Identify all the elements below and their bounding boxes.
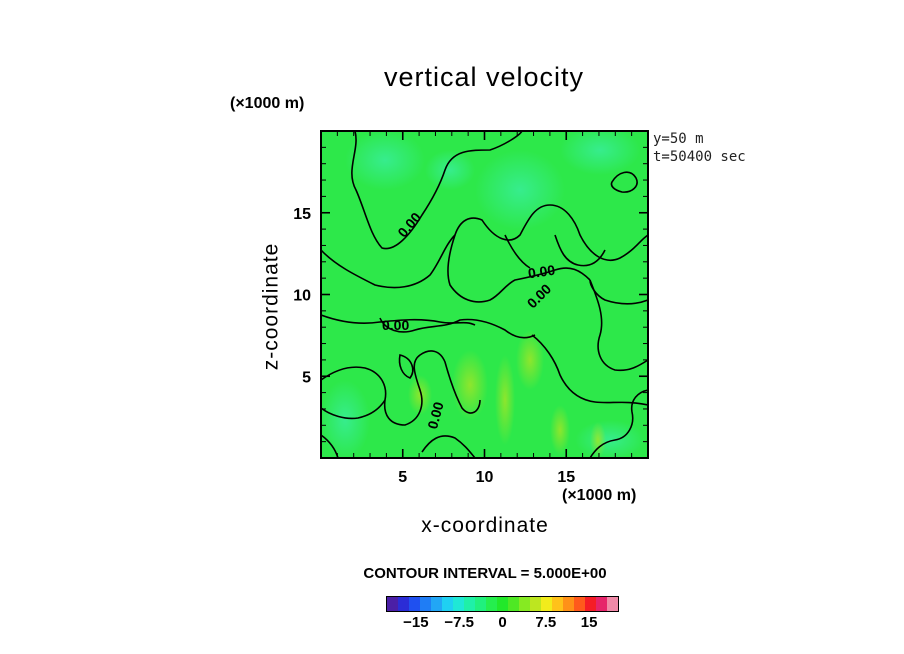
colorbar-tick-label: −15 (403, 614, 429, 631)
colorbar-ticks: −15 −7.5 0 7.5 15 (0, 614, 904, 634)
contour-lines (321, 131, 648, 458)
field-patch (475, 150, 565, 230)
colorbar-swatch (387, 597, 398, 611)
contour-line (610, 171, 638, 193)
contour-label: 0.00 (424, 400, 447, 431)
field-layer (321, 131, 648, 458)
field-patch (345, 131, 425, 190)
contour-line (351, 131, 523, 250)
colorbar-tick-label: 7.5 (535, 614, 557, 631)
colorbar-swatch (442, 597, 453, 611)
field-patch (560, 131, 640, 175)
annotation-t: t=50400 sec (653, 149, 746, 165)
contour-line (531, 334, 648, 406)
x-tick-label: 10 (476, 469, 494, 486)
contour-line (589, 389, 648, 458)
x-tick-label: 5 (398, 469, 407, 486)
colorbar-swatch (552, 597, 563, 611)
contour-line (447, 234, 591, 303)
z-axis-unit: (×1000 m) (230, 95, 305, 112)
colorbar-swatch (464, 597, 475, 611)
field-patch (516, 330, 544, 390)
colorbar (386, 596, 619, 612)
chart-title: vertical velocity (383, 62, 585, 92)
field-patch (452, 350, 488, 420)
colorbar-swatch (508, 597, 519, 611)
field-patch (321, 380, 370, 458)
colorbar-swatch (475, 597, 486, 611)
x-axis-unit: (×1000 m) (562, 487, 637, 504)
colorbar-swatch (409, 597, 420, 611)
colorbar-swatch (541, 597, 552, 611)
contour-line (321, 399, 386, 420)
field-patch (495, 355, 515, 445)
field-patch (425, 150, 475, 190)
axes: 5 10 15 5 10 15 (293, 130, 649, 486)
x-tick-label: 15 (557, 469, 575, 486)
contour-line (421, 435, 476, 458)
contour-line (321, 204, 648, 289)
contour-line (321, 350, 481, 426)
colorbar-swatch (530, 597, 541, 611)
contour-line (398, 354, 414, 379)
contour-label: 0.00 (527, 262, 556, 282)
colorbar-swatch (574, 597, 585, 611)
contour-line (554, 234, 606, 267)
contour-label: 0.00 (382, 317, 409, 333)
contour-interval: CONTOUR INTERVAL = 5.000E+00 (363, 565, 607, 582)
contour-line (321, 314, 476, 326)
contour-line (504, 234, 531, 269)
y-tick-label: 15 (293, 206, 311, 223)
colorbar-swatch (420, 597, 431, 611)
colorbar-swatch (398, 597, 409, 611)
colorbar-swatch (563, 597, 574, 611)
y-axis-label: z-coordinate (259, 242, 283, 371)
colorbar-tick-label: 0 (498, 614, 507, 631)
field-patch (590, 422, 606, 458)
field-patch (550, 405, 570, 455)
colorbar-swatch (486, 597, 497, 611)
colorbar-swatch (497, 597, 508, 611)
colorbar-swatch (585, 597, 596, 611)
colorbar-tick-label: 15 (580, 614, 598, 631)
y-tick-label: 5 (302, 369, 311, 386)
colorbar-swatch (431, 597, 442, 611)
colorbar-swatch (453, 597, 464, 611)
colorbar-swatch (607, 597, 618, 611)
contour-line (379, 317, 536, 339)
annotation-y: y=50 m (653, 131, 704, 147)
y-tick-label: 10 (293, 288, 311, 305)
colorbar-swatch (519, 597, 530, 611)
x-axis-label: x-coordinate (421, 514, 549, 537)
colorbar-tick-label: −7.5 (444, 614, 474, 631)
field-patch (575, 420, 645, 458)
colorbar-swatch (596, 597, 607, 611)
field-patch (408, 375, 432, 415)
contour-line (589, 279, 648, 372)
